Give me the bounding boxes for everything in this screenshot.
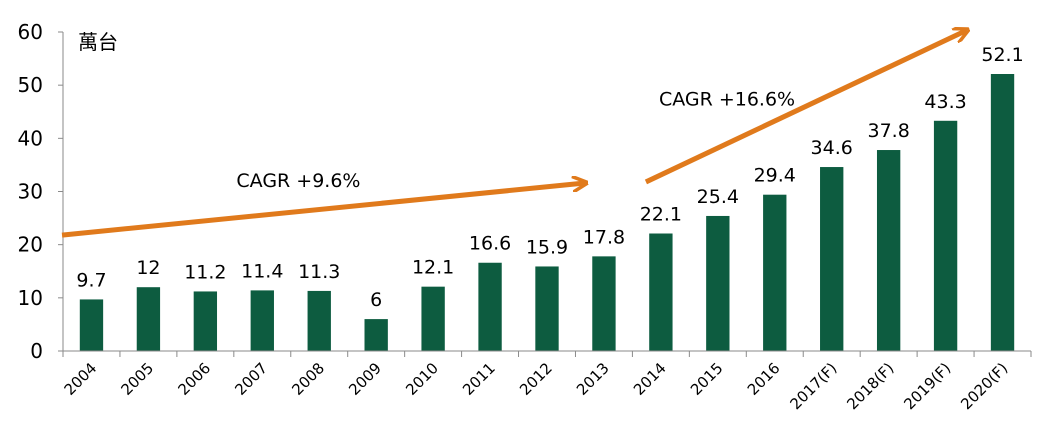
x-tick-label: 2011 bbox=[459, 359, 499, 399]
bar bbox=[649, 233, 673, 351]
bar bbox=[79, 299, 104, 351]
data-label: 52.1 bbox=[981, 44, 1023, 66]
data-label: 37.8 bbox=[867, 120, 909, 142]
data-label: 12.1 bbox=[412, 257, 454, 279]
data-label: 6 bbox=[370, 289, 382, 311]
bar bbox=[478, 262, 502, 351]
x-tick-label: 2012 bbox=[516, 359, 556, 399]
x-tick-label: 2006 bbox=[174, 359, 214, 399]
bar bbox=[706, 215, 730, 351]
y-tick-label: 0 bbox=[30, 339, 43, 363]
cagr-label: CAGR +16.6% bbox=[659, 88, 795, 110]
x-tick-label: 2016 bbox=[744, 359, 784, 399]
data-label: 12 bbox=[136, 257, 160, 279]
x-tick-label: 2005 bbox=[118, 359, 158, 399]
bar bbox=[250, 290, 274, 351]
data-label: 22.1 bbox=[640, 204, 682, 226]
data-label: 16.6 bbox=[469, 233, 511, 255]
unit-label: 萬台 bbox=[78, 30, 118, 54]
data-label: 11.4 bbox=[241, 260, 283, 282]
bar bbox=[535, 266, 559, 351]
data-label: 43.3 bbox=[924, 91, 966, 113]
x-tick-label: 2008 bbox=[288, 359, 328, 399]
x-tick-label: 2010 bbox=[402, 359, 442, 399]
data-label: 25.4 bbox=[697, 186, 739, 208]
y-tick-label: 10 bbox=[18, 286, 43, 310]
x-tick-label: 2007 bbox=[231, 359, 271, 399]
bar bbox=[136, 287, 161, 351]
bar bbox=[820, 167, 844, 351]
x-tick-label: 2020(F) bbox=[957, 359, 1011, 413]
cagr-label: CAGR +9.6% bbox=[236, 170, 360, 192]
bar bbox=[193, 291, 218, 351]
data-label: 11.3 bbox=[298, 261, 340, 283]
bar bbox=[307, 290, 331, 351]
x-tick-label: 2018(F) bbox=[843, 359, 897, 413]
bar bbox=[763, 194, 787, 351]
x-tick-label: 2004 bbox=[61, 359, 101, 399]
y-tick-label: 60 bbox=[18, 20, 43, 44]
data-label: 17.8 bbox=[583, 226, 625, 248]
bar bbox=[933, 120, 958, 351]
y-tick-label: 50 bbox=[18, 73, 43, 97]
x-tick-label: 2017(F) bbox=[786, 359, 840, 413]
bar bbox=[592, 256, 616, 351]
data-labels: 9.7 12 11.2 11.4 11.3 6 12.1 16.6 15.9 17.8 22.1 25… bbox=[76, 44, 1023, 311]
y-tick-label: 30 bbox=[18, 180, 43, 204]
y-axis: 0 10 20 30 40 50 60 bbox=[18, 20, 63, 363]
data-label: 15.9 bbox=[526, 236, 568, 258]
bar bbox=[990, 74, 1015, 352]
y-tick-label: 20 bbox=[18, 233, 43, 257]
data-label: 29.4 bbox=[754, 165, 796, 187]
bar bbox=[421, 286, 445, 351]
bar bbox=[876, 150, 901, 351]
x-tick-label: 2019(F) bbox=[900, 359, 954, 413]
y-tick-label: 40 bbox=[18, 126, 43, 150]
x-axis: 2004 2005 2006 2007 2008 2009 2010 2011 2012 2013… bbox=[61, 351, 1032, 413]
cagr-arrow bbox=[61, 183, 585, 238]
data-label: 34.6 bbox=[811, 137, 853, 159]
x-tick-label: 2015 bbox=[687, 359, 727, 399]
bar-series bbox=[79, 74, 1015, 352]
cagr-annotations: CAGR +9.6% CAGR +16.6% bbox=[61, 30, 967, 238]
data-label: 9.7 bbox=[76, 269, 106, 291]
bar bbox=[364, 319, 388, 351]
cagr-arrow bbox=[644, 30, 967, 185]
x-tick-label: 2009 bbox=[345, 359, 385, 399]
x-tick-label: 2013 bbox=[573, 359, 613, 399]
x-tick-label: 2014 bbox=[630, 359, 670, 399]
data-label: 11.2 bbox=[184, 261, 226, 283]
